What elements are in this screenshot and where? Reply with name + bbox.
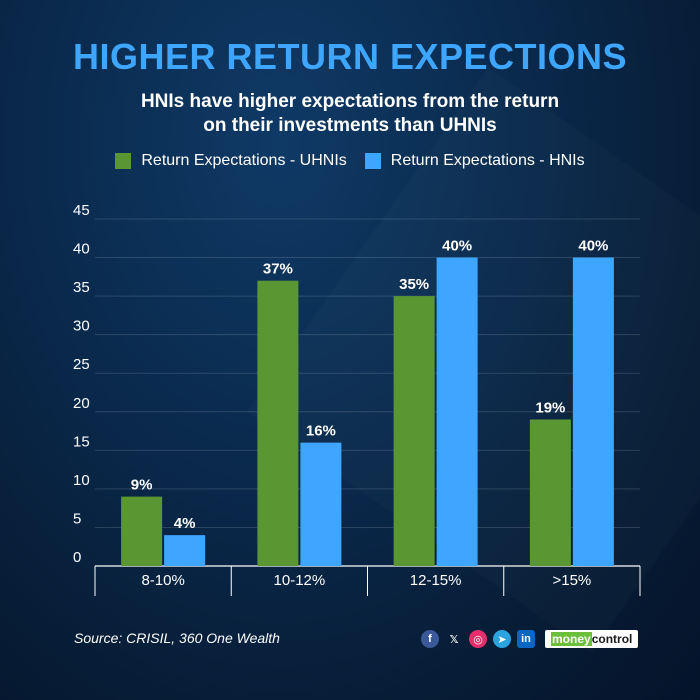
chart-subtitle: HNIs have higher expectations from the r… xyxy=(0,90,700,138)
x-tick-label: >15% xyxy=(552,572,591,589)
bar-uhni xyxy=(121,496,163,566)
y-tick-label: 0 xyxy=(73,549,81,566)
y-tick-label: 10 xyxy=(73,472,90,489)
y-tick-label: 20 xyxy=(73,395,90,412)
chart-legend: Return Expectations - UHNIs Return Expec… xyxy=(0,152,700,170)
y-tick-label: 15 xyxy=(73,433,90,450)
instagram-icon[interactable]: ◎ xyxy=(469,630,487,648)
legend-swatch-uhni xyxy=(115,153,132,169)
y-tick-label: 35 xyxy=(73,279,90,296)
bar-uhni xyxy=(257,280,299,566)
source-note: Source: CRISIL, 360 One Wealth xyxy=(74,630,280,646)
data-label: 37% xyxy=(263,261,293,278)
facebook-icon[interactable]: f xyxy=(421,630,439,648)
bar-hni xyxy=(300,442,342,566)
linkedin-icon[interactable]: in xyxy=(517,630,535,648)
brand-logo: moneycontrol xyxy=(545,630,639,648)
data-label: 16% xyxy=(306,423,336,440)
y-tick-label: 25 xyxy=(73,356,90,373)
bar-hni xyxy=(572,257,614,566)
subtitle-line-1: HNIs have higher expectations from the r… xyxy=(140,91,560,112)
x-tick-label: 10-12% xyxy=(274,572,326,589)
brand-suffix: control xyxy=(591,632,633,646)
subtitle-line-2: on their investments than UHNIs xyxy=(203,115,497,136)
data-label: 4% xyxy=(174,515,196,532)
y-tick-label: 5 xyxy=(73,510,81,527)
social-links: f 𝕏 ◎ ➤ in moneycontrol xyxy=(421,630,639,648)
y-tick-label: 30 xyxy=(73,318,90,335)
x-tick-label: 12-15% xyxy=(410,572,462,589)
data-label: 9% xyxy=(131,477,153,494)
legend-label-hni: Return Expectations - HNIs xyxy=(390,152,585,169)
legend-label-uhni: Return Expectations - UHNIs xyxy=(141,152,347,169)
telegram-icon[interactable]: ➤ xyxy=(493,630,511,648)
bar-hni xyxy=(436,257,478,566)
legend-item-uhni: Return Expectations - UHNIs xyxy=(115,152,347,170)
data-label: 35% xyxy=(399,276,429,293)
x-tick-label: 8-10% xyxy=(141,572,184,589)
y-tick-label: 40 xyxy=(73,241,90,258)
bar-uhni xyxy=(393,296,435,566)
data-label: 19% xyxy=(535,399,565,416)
bar-hni xyxy=(164,535,206,566)
chart-title: HIGHER RETURN EXPECTIONS xyxy=(72,36,628,77)
brand-prefix: money xyxy=(551,632,592,646)
data-label: 40% xyxy=(578,238,608,255)
legend-item-hni: Return Expectations - HNIs xyxy=(364,152,585,170)
data-label: 40% xyxy=(442,238,472,255)
legend-swatch-hni xyxy=(364,153,381,169)
x-icon[interactable]: 𝕏 xyxy=(449,633,459,646)
bar-uhni xyxy=(529,419,571,566)
y-tick-label: 45 xyxy=(73,202,90,219)
